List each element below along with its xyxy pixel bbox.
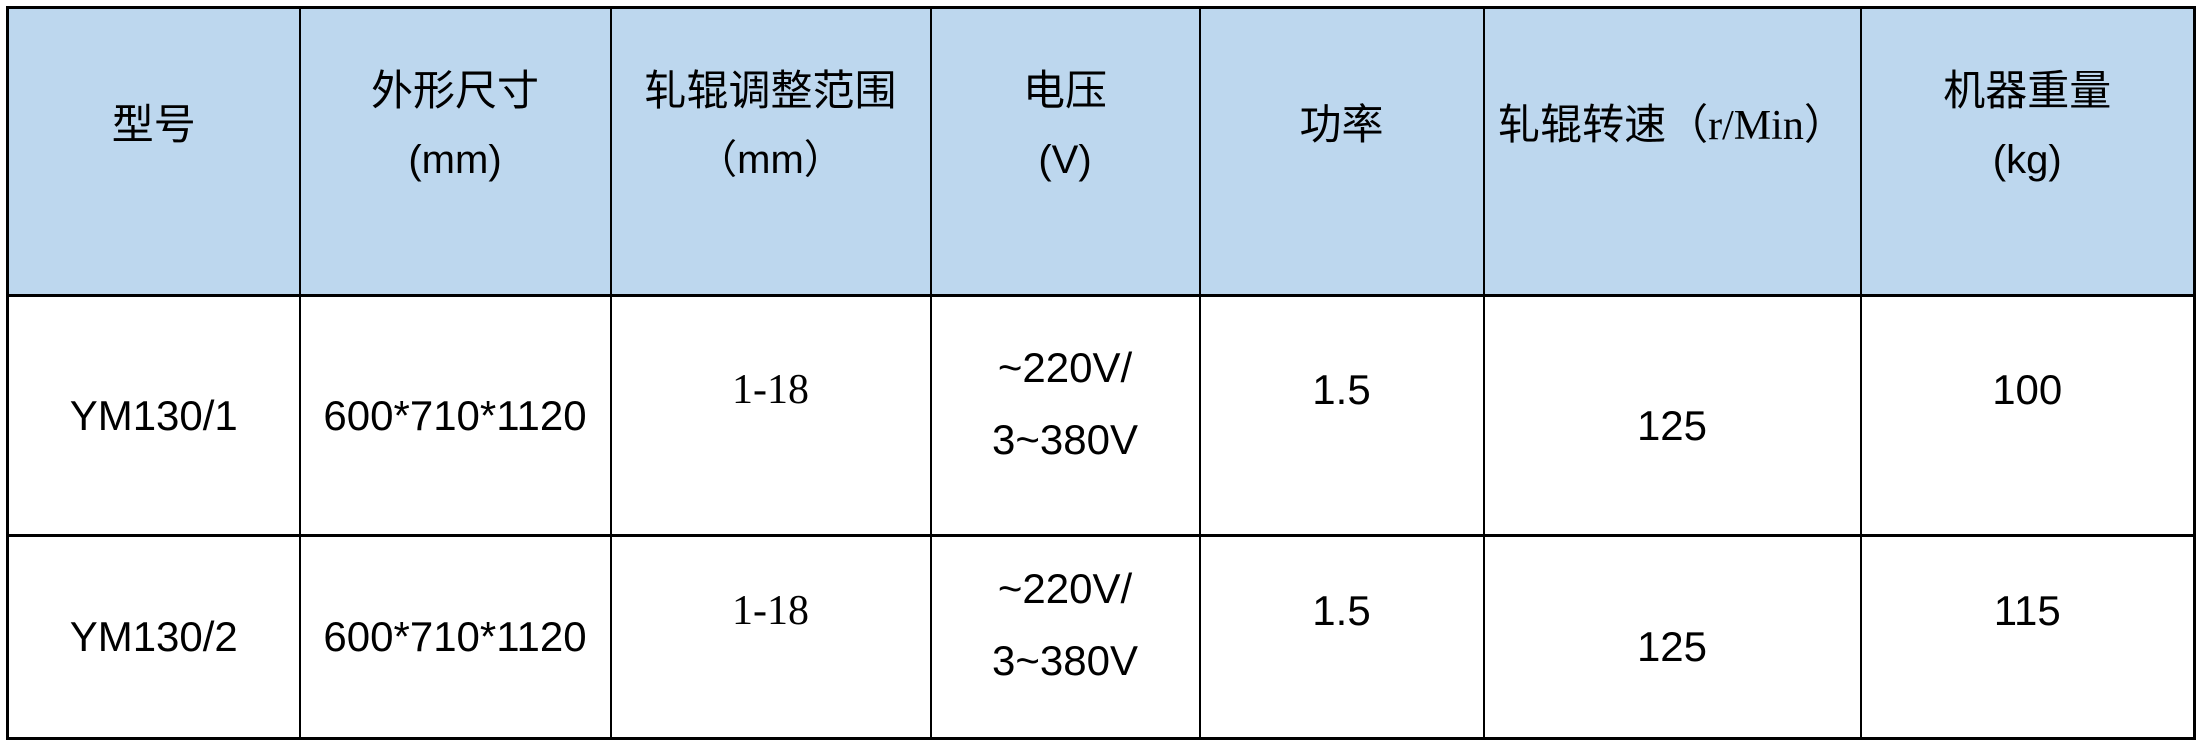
- cell-voltage: ~220V/ 3~380V: [929, 294, 1201, 537]
- cell-machine-weight: 100: [1859, 294, 2196, 537]
- col-header-dimensions: 外形尺寸 (mm): [298, 6, 612, 297]
- header-unit: （mm）: [697, 137, 844, 182]
- col-header-power: 功率: [1198, 6, 1485, 297]
- col-header-machine-weight: 机器重量 (kg): [1859, 6, 2196, 297]
- machine-weight-value: 100: [1992, 365, 2063, 413]
- cell-power: 1.5: [1198, 534, 1485, 740]
- col-header-model: 型号: [6, 6, 301, 297]
- voltage-line-1: ~220V/: [997, 565, 1133, 612]
- header-label: 功率: [1299, 102, 1384, 149]
- cell-roller-speed: 125: [1482, 534, 1862, 740]
- cell-power: 1.5: [1198, 294, 1485, 537]
- cell-model: YM130/2: [6, 534, 301, 740]
- header-label: 电压: [1022, 68, 1107, 115]
- cell-dimensions: 600*710*1120: [298, 294, 612, 537]
- roller-speed-value: 125: [1636, 401, 1708, 449]
- voltage-line-2: 3~380V: [992, 415, 1138, 463]
- spec-table-body: YM130/1 600*710*1120 1-18 ~220V/ 3~380V …: [6, 294, 2196, 740]
- voltage-value: ~220V/ 3~380V: [933, 332, 1198, 476]
- voltage-value: ~220V/ 3~380V: [933, 553, 1198, 697]
- cell-machine-weight: 115: [1859, 534, 2196, 740]
- voltage-line-1: ~220V/: [997, 343, 1133, 391]
- cell-voltage: ~220V/ 3~380V: [929, 534, 1201, 740]
- col-header-roller-speed: 轧辊转速（r/Min）: [1482, 6, 1862, 297]
- power-value: 1.5: [1312, 365, 1371, 413]
- header-label: 型号: [111, 102, 196, 149]
- spec-table: 型号 外形尺寸 (mm) 轧辊调整范围 （mm） 电压 (V) 功率 轧辊转速（…: [6, 6, 2196, 740]
- header-unit: (V): [1038, 137, 1092, 182]
- roller-range-value: 1-18: [732, 366, 809, 413]
- machine-weight-value: 115: [1993, 587, 2061, 634]
- voltage-line-2: 3~380V: [992, 637, 1138, 684]
- col-header-roller-range: 轧辊调整范围 （mm）: [609, 6, 932, 297]
- header-label: 外形尺寸: [370, 68, 539, 115]
- table-row: YM130/1 600*710*1120 1-18 ~220V/ 3~380V …: [6, 294, 2196, 537]
- cell-roller-speed: 125: [1482, 294, 1862, 537]
- cell-roller-range: 1-18: [609, 294, 932, 537]
- table-row: YM130/2 600*710*1120 1-18 ~220V/ 3~380V …: [6, 534, 2196, 740]
- header-label: 机器重量: [1943, 68, 2112, 115]
- header-unit: (mm): [408, 137, 502, 182]
- col-header-voltage: 电压 (V): [929, 6, 1201, 297]
- header-row: 型号 外形尺寸 (mm) 轧辊调整范围 （mm） 电压 (V) 功率 轧辊转速（…: [6, 6, 2196, 297]
- cell-dimensions: 600*710*1120: [298, 534, 612, 740]
- header-label: 轧辊转速（r/Min）: [1498, 102, 1846, 149]
- header-label: 轧辊调整范围: [644, 68, 897, 115]
- spec-table-header: 型号 外形尺寸 (mm) 轧辊调整范围 （mm） 电压 (V) 功率 轧辊转速（…: [6, 6, 2196, 297]
- power-value: 1.5: [1312, 587, 1371, 634]
- cell-model: YM130/1: [6, 294, 301, 537]
- roller-range-value: 1-18: [732, 588, 809, 634]
- roller-speed-value: 125: [1636, 623, 1708, 670]
- header-unit: (kg): [1992, 137, 2062, 182]
- cell-roller-range: 1-18: [609, 534, 932, 740]
